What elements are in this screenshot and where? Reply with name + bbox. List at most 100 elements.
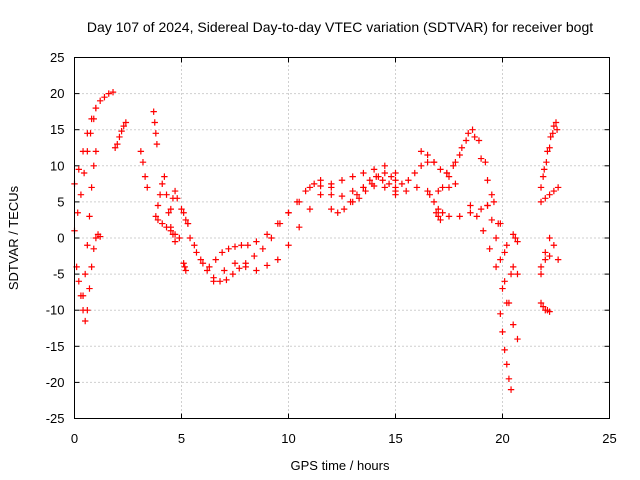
data-point — [328, 184, 335, 191]
data-point — [328, 205, 335, 213]
data-point — [349, 198, 356, 206]
data-point — [467, 202, 474, 209]
data-point — [554, 184, 562, 191]
data-point — [111, 144, 119, 151]
data-point — [159, 180, 166, 188]
series-track-9 — [154, 216, 183, 242]
data-point — [370, 166, 378, 173]
data-point — [88, 184, 95, 191]
data-point — [379, 177, 386, 184]
data-point — [75, 166, 82, 173]
data-point — [499, 328, 506, 336]
data-point — [381, 169, 388, 177]
data-point — [90, 115, 97, 123]
series-track-28 — [497, 310, 515, 393]
data-point — [263, 231, 271, 238]
data-point — [503, 242, 510, 249]
data-point — [163, 223, 170, 231]
data-point — [137, 148, 145, 155]
y-tick-label: -15 — [46, 339, 65, 354]
data-point — [285, 209, 292, 216]
data-point — [375, 173, 382, 180]
series-track-12 — [180, 260, 189, 274]
series-track-24 — [443, 126, 521, 278]
data-point — [167, 205, 174, 213]
data-point — [74, 209, 81, 216]
data-point — [505, 299, 513, 307]
data-point — [385, 180, 393, 188]
data-point — [317, 182, 324, 190]
data-point — [231, 243, 239, 250]
series-track-34 — [539, 119, 560, 180]
data-point — [432, 209, 440, 216]
y-tick-label: 25 — [50, 50, 64, 65]
data-point — [182, 216, 189, 224]
data-point — [141, 173, 149, 180]
data-point — [184, 220, 192, 227]
data-point — [514, 335, 521, 343]
y-tick-label: -25 — [46, 411, 65, 426]
data-point — [480, 227, 487, 234]
data-point — [488, 216, 495, 224]
data-point — [537, 299, 545, 307]
data-point — [355, 195, 363, 202]
series-track-18 — [392, 158, 451, 191]
data-point — [310, 180, 318, 188]
data-point — [435, 213, 442, 220]
data-point — [122, 119, 130, 126]
data-point — [424, 187, 431, 195]
data-point — [405, 177, 412, 184]
data-point — [398, 180, 406, 188]
x-tick-label: 20 — [495, 431, 509, 446]
data-point — [462, 137, 470, 144]
data-point — [353, 191, 361, 198]
data-point — [181, 263, 188, 271]
data-point — [180, 260, 187, 267]
x-tick-label: 25 — [602, 431, 616, 446]
data-point — [512, 234, 519, 242]
data-point — [296, 198, 303, 206]
data-point — [180, 209, 187, 216]
data-point — [537, 270, 545, 278]
series-track-1 — [71, 88, 117, 188]
data-point — [165, 209, 172, 216]
data-point — [114, 140, 121, 148]
data-point — [191, 242, 198, 249]
data-point — [193, 249, 200, 256]
data-point — [92, 148, 100, 155]
data-point — [210, 278, 217, 285]
series-track-14 — [186, 162, 399, 271]
data-point — [435, 205, 442, 213]
y-tick-label: 0 — [57, 231, 64, 246]
data-point — [296, 223, 303, 231]
data-point — [469, 126, 476, 133]
data-point — [90, 245, 97, 253]
data-point — [96, 97, 104, 105]
data-point — [274, 256, 281, 263]
data-point — [156, 191, 164, 198]
data-point — [178, 205, 185, 213]
data-point — [546, 191, 553, 198]
chart-title: Day 107 of 2024, Sidereal Day-to-day VTE… — [87, 19, 593, 35]
series-track-16 — [328, 173, 393, 216]
data-point — [225, 245, 232, 253]
data-point — [186, 234, 194, 242]
data-point — [84, 242, 91, 249]
data-point — [544, 148, 551, 155]
data-point — [92, 234, 100, 242]
data-point — [82, 270, 89, 278]
data-point — [80, 169, 88, 177]
data-point — [251, 252, 258, 260]
data-point — [488, 191, 495, 198]
plot-frame — [74, 57, 610, 419]
data-point — [537, 263, 545, 271]
data-point — [450, 162, 457, 169]
data-point — [139, 158, 147, 166]
x-axis-label: GPS time / hours — [291, 458, 390, 473]
data-point — [171, 187, 179, 195]
data-point — [482, 158, 489, 166]
data-point — [238, 242, 245, 249]
data-point — [349, 173, 356, 180]
data-point — [492, 263, 500, 271]
data-point — [151, 119, 158, 126]
